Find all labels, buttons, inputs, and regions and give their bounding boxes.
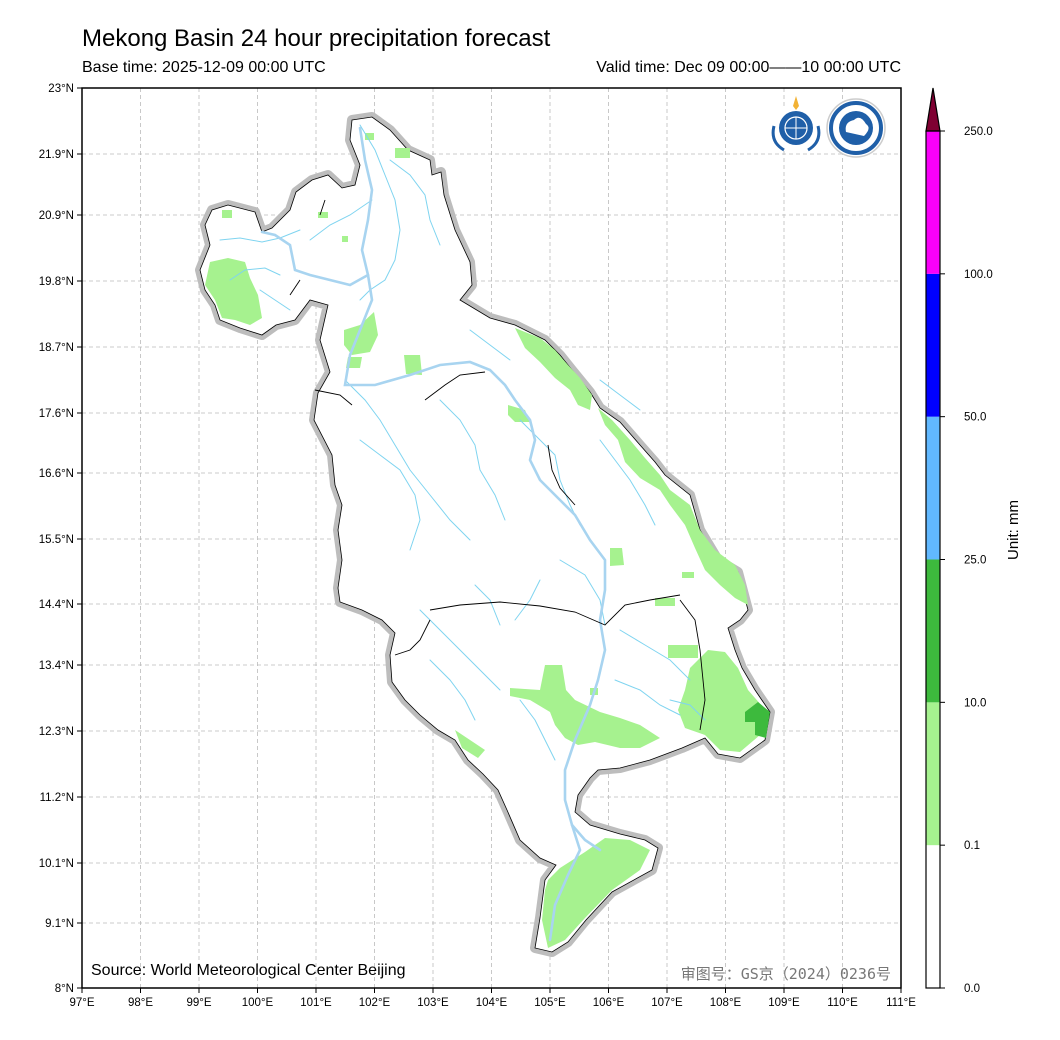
- colorbar-segment: [926, 845, 940, 988]
- latitude-tick-label: 13.4°N: [39, 660, 74, 672]
- longitude-tick-label: 100°E: [242, 997, 274, 1009]
- latitude-tick-label: 9.1°N: [45, 918, 74, 930]
- longitude-tick-label: 109°E: [768, 997, 800, 1009]
- colorbar-segment: [926, 702, 940, 846]
- longitude-tick-label: 108°E: [710, 997, 742, 1009]
- longitude-tick-label: 105°E: [534, 997, 566, 1009]
- latitude-axis: 23°N 21.9°N 20.9°N 19.8°N 18.7°N 17.6°N 16.6°N…: [39, 83, 82, 995]
- colorbar-level-label: 100.0: [964, 269, 993, 281]
- latitude-tick-label: 23°N: [48, 83, 74, 95]
- river-network: [219, 124, 706, 761]
- colorbar-segment: [926, 273, 940, 417]
- colorbar-level-label: 50.0: [964, 412, 986, 424]
- latitude-tick-label: 20.9°N: [39, 210, 74, 222]
- latitude-tick-label: 21.9°N: [39, 149, 74, 161]
- precip-moderate: [745, 702, 770, 738]
- latitude-tick-label: 15.5°N: [39, 534, 74, 546]
- colorbar-level-label: 10.0: [964, 697, 986, 709]
- latitude-tick-label: 14.4°N: [39, 599, 74, 611]
- wmo-logo: [771, 96, 821, 152]
- latitude-tick-label: 11.2°N: [40, 792, 74, 804]
- colorbar-unit-label: Unit: mm: [1005, 500, 1022, 560]
- longitude-tick-label: 110°E: [827, 997, 858, 1009]
- map-title: Mekong Basin 24 hour precipitation forec…: [82, 25, 551, 52]
- colorbar-segment: [926, 416, 940, 560]
- longitude-tick-label: 97°E: [69, 997, 94, 1009]
- source-credit: Source: World Meteorological Center Beij…: [91, 962, 406, 979]
- longitude-tick-label: 102°E: [359, 997, 391, 1009]
- precip-light: [205, 133, 762, 948]
- colorbar-level-label: 250.0: [964, 126, 993, 138]
- valid-time: Valid time: Dec 09 00:00——10 00:00 UTC: [596, 59, 901, 76]
- colorbar-segment: [926, 131, 940, 274]
- colorbar-level-label: 0.0: [964, 983, 980, 995]
- colorbar-level-label: 0.1: [964, 840, 980, 852]
- cma-logo: [826, 98, 886, 158]
- mekong-basin: [195, 112, 775, 957]
- longitude-tick-label: 103°E: [417, 997, 449, 1009]
- latitude-tick-label: 12.3°N: [39, 726, 74, 738]
- longitude-tick-label: 111°E: [886, 997, 916, 1009]
- colorbar-segment: [926, 559, 940, 703]
- base-time: Base time: 2025-12-09 00:00 UTC: [82, 59, 326, 76]
- latitude-tick-label: 16.6°N: [39, 468, 74, 480]
- latitude-tick-label: 19.8°N: [39, 276, 74, 288]
- longitude-tick-label: 101°E: [300, 997, 332, 1009]
- longitude-tick-label: 106°E: [593, 997, 625, 1009]
- longitude-tick-label: 104°E: [476, 997, 508, 1009]
- colorbar: 0.0 0.1 10.0 25.0 50.0 100.0 250.0: [925, 87, 993, 995]
- longitude-tick-label: 107°E: [651, 997, 683, 1009]
- longitude-tick-label: 98°E: [128, 997, 153, 1009]
- longitude-axis: 97°E 98°E 99°E 100°E 101°E 102°E 103°E 104°E 105…: [69, 988, 916, 1009]
- country-borders: [289, 199, 706, 731]
- colorbar-extend-arrow: [925, 87, 941, 132]
- approval-number: 审图号：GS京（2024）0236号: [680, 965, 891, 983]
- latitude-tick-label: 10.1°N: [39, 858, 74, 870]
- mekong-main-river: [260, 126, 607, 942]
- latitude-tick-label: 18.7°N: [39, 342, 74, 354]
- latitude-tick-label: 8°N: [55, 983, 74, 995]
- longitude-tick-label: 99°E: [186, 997, 211, 1009]
- colorbar-level-label: 25.0: [964, 555, 986, 567]
- latitude-tick-label: 17.6°N: [39, 408, 74, 420]
